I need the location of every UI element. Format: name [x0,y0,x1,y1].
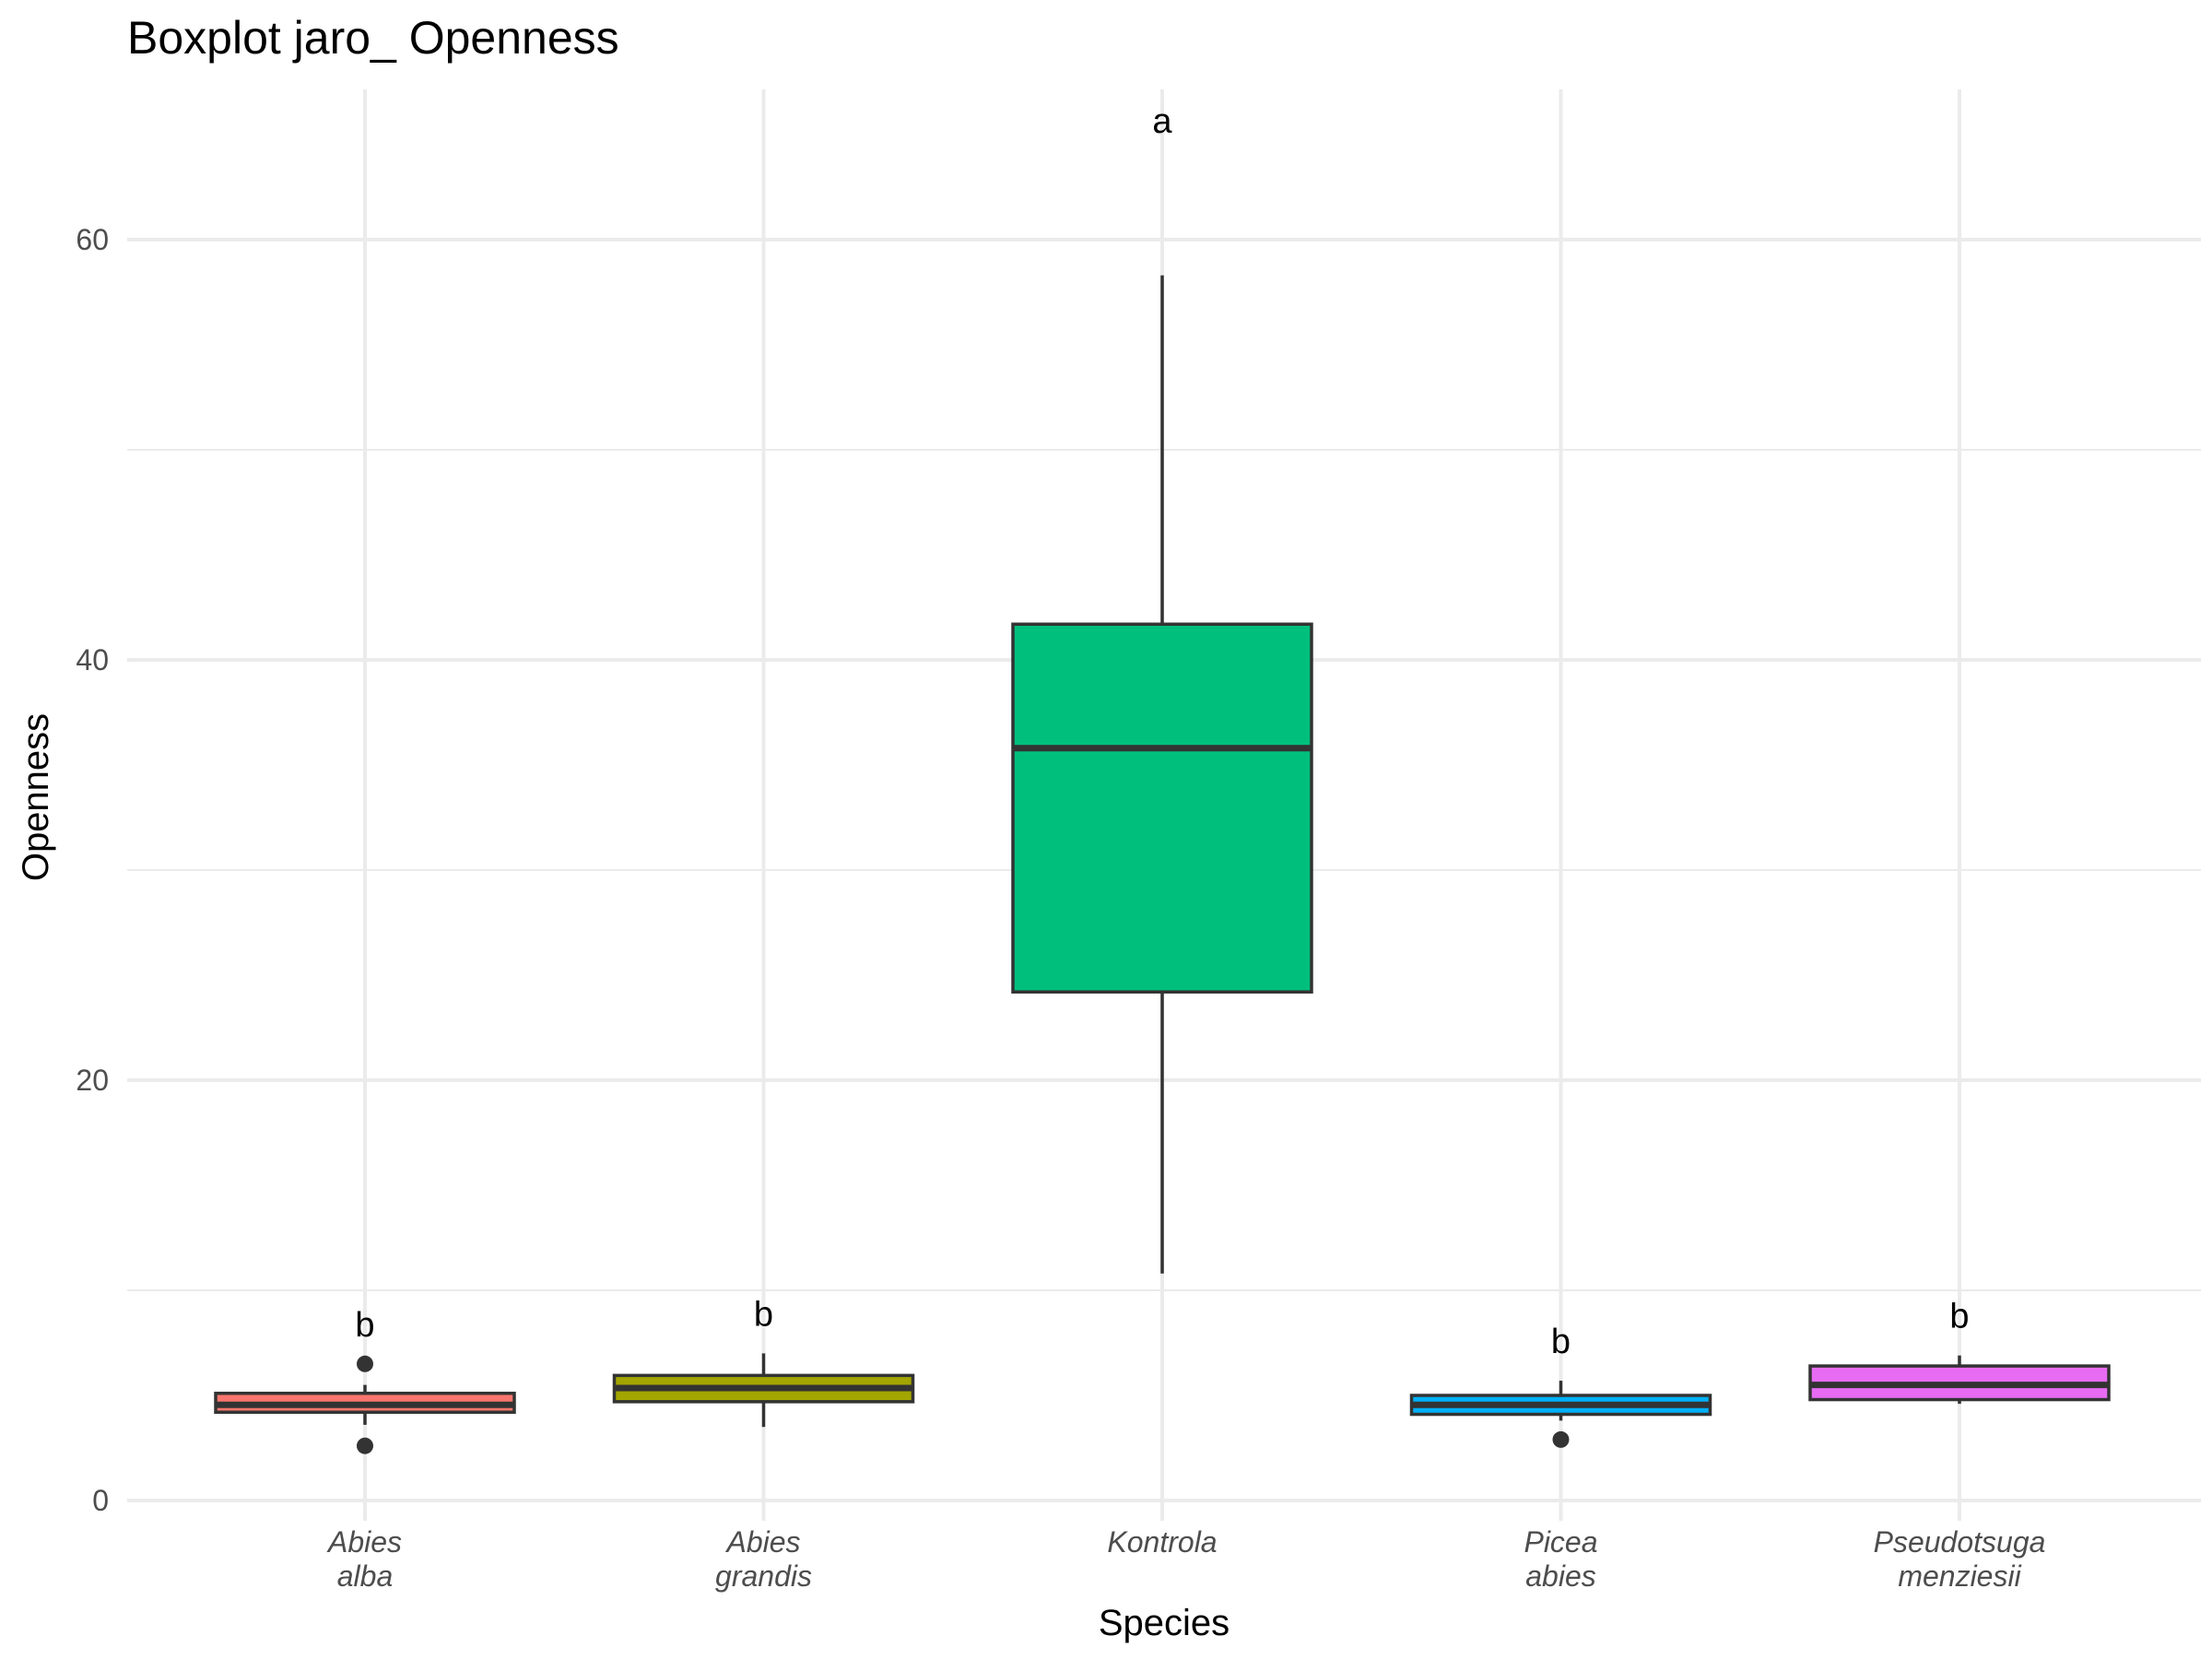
group-letter: b [754,1295,773,1334]
x-tick-label: menziesii [1898,1559,2021,1593]
outlier-point [357,1355,373,1372]
box-2: b [612,1295,915,1428]
group-letter: b [1949,1298,1969,1336]
box-5: b [1808,1298,2111,1405]
x-tick-label: alba [337,1559,394,1593]
box-4: b [1409,1323,1712,1448]
y-axis-title: Openness [16,713,56,881]
x-tick-label: grandis [715,1559,812,1593]
x-tick-label: Pseudotsuga [1874,1525,2046,1559]
boxes-layer: b b a b b [214,102,2111,1454]
y-tick-label: 0 [92,1484,109,1517]
box-rect [1011,622,1313,994]
outlier-point [1552,1430,1570,1448]
x-tick-label: Abies [724,1525,800,1559]
box-1: b [214,1306,516,1454]
group-letter: b [355,1306,374,1345]
y-tick-label: 40 [76,643,109,677]
group-letter: a [1152,102,1172,141]
y-tick-label: 60 [76,223,109,256]
x-tick-label: abies [1525,1559,1596,1593]
group-letter: b [1551,1323,1571,1361]
y-tick-label: 20 [76,1064,109,1097]
x-tick-label: Abies [326,1525,402,1559]
x-tick-label: Kontrola [1107,1525,1217,1559]
chart-title: Boxplot jaro_ Openness [127,12,619,64]
box-3: a [1011,102,1313,1274]
x-axis-title: Species [1099,1603,1230,1643]
outlier-point [357,1437,373,1454]
x-tick-label: Picea [1524,1525,1597,1559]
